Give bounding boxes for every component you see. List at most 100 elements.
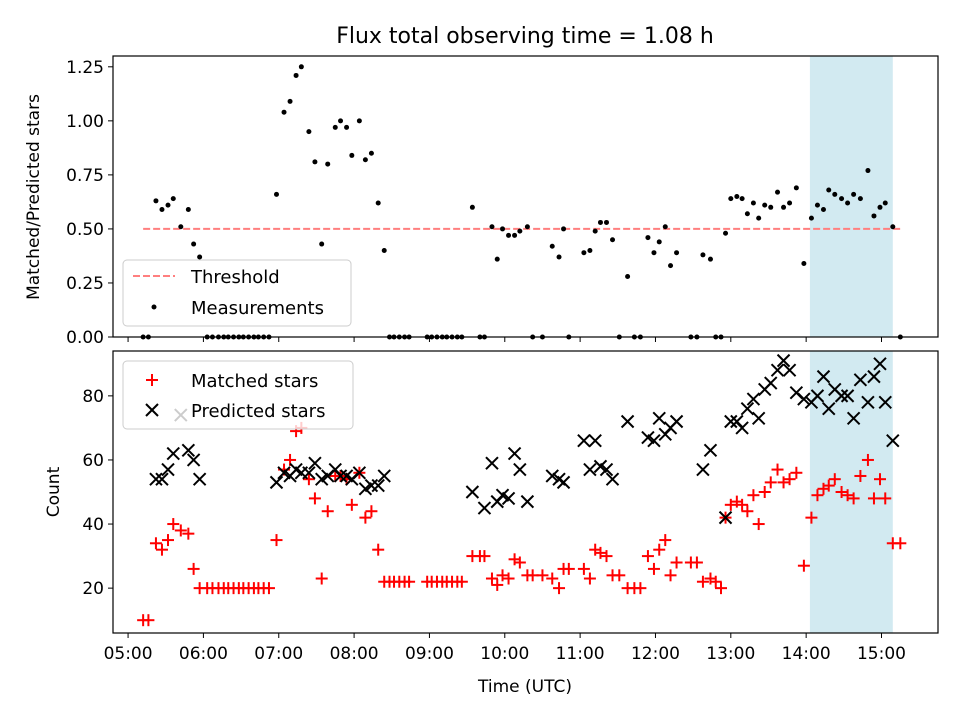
matched-star-marker	[345, 498, 358, 511]
top-legend: Threshold Measurements	[122, 259, 352, 327]
measurement-point	[857, 196, 863, 202]
matched-star-marker	[752, 518, 765, 531]
x-tick-label: 08:00	[330, 644, 379, 664]
measurement-point	[319, 241, 325, 247]
predicted-star-marker	[764, 376, 778, 390]
measurement-point	[826, 187, 832, 193]
matched-star-marker	[873, 473, 886, 486]
matched-star-marker	[321, 505, 334, 518]
measurement-point	[592, 228, 598, 234]
matched-star-marker	[709, 575, 722, 588]
matched-star-marker	[308, 492, 321, 505]
matched-star-marker	[455, 575, 468, 588]
measurement-point	[814, 202, 820, 208]
matched-star-marker	[696, 575, 709, 588]
predicted-star-marker	[333, 469, 348, 483]
measurement-point	[362, 157, 368, 163]
measurement-point	[656, 239, 662, 245]
predicted-star-marker	[746, 392, 761, 406]
matched-star-marker	[600, 550, 613, 563]
measurement-point	[739, 196, 745, 202]
measurement-point	[338, 118, 344, 124]
predicted-star-marker	[377, 469, 391, 483]
top-y-axis-label: Matched/Predicted stars	[24, 94, 44, 300]
measurement-point	[728, 196, 734, 202]
measurement-point	[865, 168, 871, 174]
matched-star-marker	[478, 550, 491, 563]
measurement-point	[494, 256, 500, 262]
predicted-star-marker	[735, 421, 749, 435]
measurement-point	[723, 230, 729, 236]
predicted-star-marker	[816, 369, 831, 384]
matched-star-marker	[841, 489, 854, 502]
predicted-star-marker	[308, 456, 322, 470]
matched-star-marker	[894, 537, 907, 550]
measurement-point	[762, 202, 768, 208]
x-tick-label: 13:00	[706, 644, 755, 664]
predicted-star-marker	[620, 414, 635, 429]
predicted-star-marker	[352, 466, 367, 480]
matched-star-marker	[583, 572, 596, 585]
predicted-star-marker	[718, 510, 733, 525]
predicted-star-marker	[861, 395, 875, 409]
top-shaded-span	[809, 56, 893, 337]
measurement-point	[808, 215, 814, 221]
top-axis-ticks: 0.00 0.25 0.50 0.75 1.00 1.25	[66, 58, 882, 348]
predicted-star-marker	[155, 472, 169, 486]
measurement-point	[700, 252, 706, 258]
bottom-y-tick-label: 60	[82, 451, 104, 471]
measurement-point	[489, 224, 495, 230]
measurement-point	[768, 204, 774, 210]
matched-star-marker	[764, 476, 777, 489]
matched-star-marker	[835, 486, 848, 498]
matched-star-marker	[783, 473, 796, 486]
matched-star-marker	[747, 489, 760, 502]
measurement-point	[756, 215, 762, 221]
matched-star-marker	[861, 453, 874, 466]
measurement-point	[281, 109, 287, 115]
predicted-star-marker	[577, 434, 591, 448]
predicted-star-marker	[166, 446, 180, 461]
matched-star-marker	[879, 492, 892, 505]
measurement-point	[793, 185, 799, 191]
measurement-point	[610, 237, 616, 243]
matched-star-marker	[187, 562, 200, 575]
predicted-star-marker	[867, 369, 881, 384]
matched-star-marker	[847, 492, 860, 505]
predicted-star-marker	[797, 392, 811, 406]
matched-star-marker	[577, 562, 590, 575]
predicted-star-marker	[599, 462, 614, 477]
predicted-star-marker	[669, 414, 684, 429]
matched-star-marker	[502, 572, 515, 585]
x-tick-label: 15:00	[857, 644, 906, 664]
predicted-star-marker	[507, 446, 522, 461]
matched-star-marker	[867, 492, 880, 505]
measurement-point	[332, 124, 338, 130]
predicted-star-marker	[776, 353, 791, 368]
measurement-points	[140, 64, 903, 340]
x-tick-label: 10:00	[480, 644, 529, 664]
matched-star-marker	[496, 569, 509, 582]
measurement-point	[556, 254, 562, 260]
matched-star-marker	[262, 582, 275, 595]
matched-star-marker	[653, 543, 666, 556]
matched-star-marker	[828, 473, 841, 486]
x-axis-label: Time (UTC)	[477, 677, 572, 697]
measurement-point	[787, 200, 793, 206]
measurement-point	[469, 204, 475, 210]
measurement-point	[512, 232, 518, 238]
matched-star-marker	[182, 527, 195, 540]
measurement-point	[344, 124, 350, 130]
measurement-point	[707, 256, 713, 262]
measurement-point	[645, 235, 651, 241]
measurement-point	[185, 206, 191, 212]
matched-star-marker	[758, 486, 771, 498]
measurement-point	[662, 224, 668, 230]
matched-star-marker	[670, 556, 683, 569]
predicted-star-marker	[724, 414, 738, 429]
x-tick-label: 05:00	[104, 644, 153, 664]
measurement-point	[871, 213, 877, 219]
top-y-tick-label: 0.50	[66, 220, 104, 240]
x-tick-label: 09:00	[405, 644, 454, 664]
